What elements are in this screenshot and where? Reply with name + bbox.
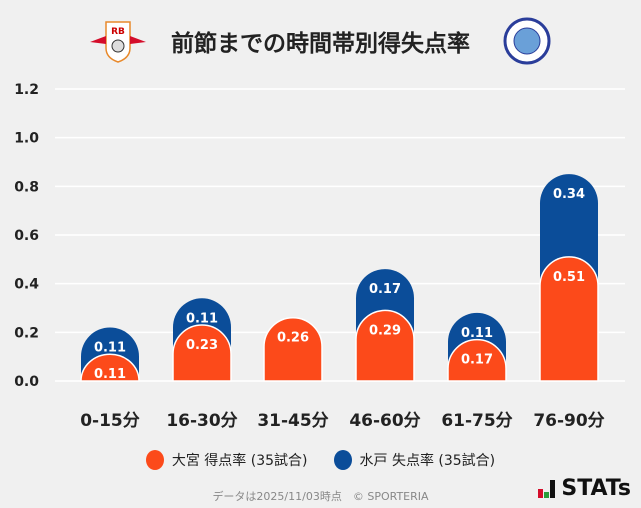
bar-omiya <box>539 256 599 382</box>
data-label-omiya: 0.23 <box>186 338 218 353</box>
x-tick-label: 0-15分 <box>80 411 140 431</box>
bar-omiya <box>355 309 415 382</box>
data-label-mito: 0.11 <box>186 311 218 326</box>
away-team-logo <box>503 17 551 65</box>
y-tick-label: 0.4 <box>14 277 39 293</box>
stats-brand: STATs <box>561 476 631 501</box>
bar-omiya <box>447 338 507 382</box>
footer-note: データは2025/11/03時点 © SPORTERIA <box>212 490 429 503</box>
y-tick-label: 0.8 <box>14 179 39 195</box>
bar-omiya <box>80 353 140 382</box>
legend-swatch <box>333 450 352 470</box>
x-tick-label: 61-75分 <box>441 411 512 431</box>
x-tick-label: 76-90分 <box>533 411 604 431</box>
legend-label: 大宮 得点率 (35試合) <box>171 453 308 469</box>
legend-item-omiya: 大宮 得点率 (35試合) <box>145 450 308 470</box>
stats-logo: STATs <box>537 476 631 501</box>
svg-text:RB: RB <box>111 27 125 37</box>
y-tick-label: 0.6 <box>14 228 39 244</box>
legend-label: 水戸 失点率 (35試合) <box>359 453 496 469</box>
data-label-mito: 0.11 <box>461 326 493 341</box>
data-label-omiya: 0.51 <box>553 270 585 285</box>
data-label-omiya: 0.29 <box>369 323 401 338</box>
bar-chart: 0.0 0.2 0.4 0.6 0.8 1.0 1.2 0.11 0.11 0-15分 0.11 0.… <box>14 82 625 431</box>
bar-omiya <box>263 317 323 382</box>
data-label-mito: 0.11 <box>94 340 126 355</box>
data-label-omiya: 0.11 <box>94 367 126 382</box>
y-tick-label: 0.2 <box>14 325 39 341</box>
stats-bars-icon <box>538 479 556 498</box>
legend-item-mito: 水戸 失点率 (35試合) <box>333 450 496 470</box>
data-label-mito: 0.34 <box>553 187 585 202</box>
bar-omiya <box>172 324 232 382</box>
x-tick-label: 31-45分 <box>257 411 328 431</box>
x-tick-label: 16-30分 <box>166 411 237 431</box>
legend-swatch <box>145 450 164 470</box>
data-label-mito: 0.17 <box>369 282 401 297</box>
legend: 大宮 得点率 (35試合) 水戸 失点率 (35試合) <box>0 450 641 470</box>
chart-title: 前節までの時間帯別得失点率 <box>171 31 470 57</box>
home-team-logo: RB <box>90 21 146 63</box>
data-label-omiya: 0.26 <box>277 331 309 346</box>
y-tick-label: 1.2 <box>14 82 39 98</box>
data-label-omiya: 0.17 <box>461 353 493 368</box>
y-tick-label: 0.0 <box>14 374 39 390</box>
y-tick-label: 1.0 <box>14 131 39 147</box>
x-tick-label: 46-60分 <box>349 411 420 431</box>
